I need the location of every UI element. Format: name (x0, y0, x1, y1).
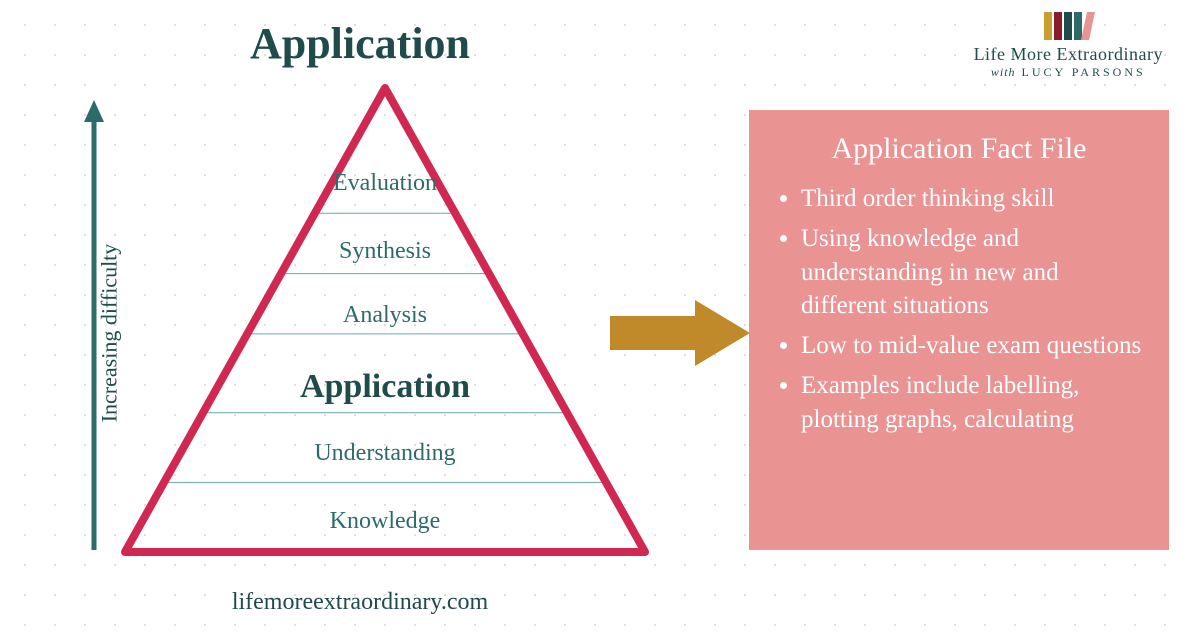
pyramid-labels: Evaluation Synthesis Analysis Application Un… (115, 80, 655, 560)
brand-block: Life More Extraordinary with LUCY PARSON… (974, 12, 1163, 80)
fact-file-panel: Application Fact File Third order thinki… (749, 110, 1169, 550)
pyramid-level-label: Application (115, 368, 655, 406)
pyramid-level-label: Evaluation (115, 170, 655, 197)
pyramid-level-label: Synthesis (115, 238, 655, 265)
brand-books-icon (974, 12, 1163, 40)
book-icon (1054, 12, 1062, 40)
fact-file-title: Application Fact File (773, 132, 1145, 166)
book-icon (1044, 12, 1052, 40)
fact-file-item: Using knowledge and understanding in new… (801, 222, 1145, 323)
pyramid-level-label: Knowledge (115, 508, 655, 535)
fact-file-item: Third order thinking skill (801, 182, 1145, 216)
pyramid-level-label: Understanding (115, 440, 655, 467)
gold-arrow-icon (610, 300, 750, 366)
book-icon (1081, 12, 1095, 40)
fact-file-item: Examples include labelling, plotting gra… (801, 369, 1145, 437)
footer-url: lifemoreextraordinary.com (0, 589, 720, 616)
page-title: Application (0, 18, 720, 69)
brand-line2: with LUCY PARSONS (974, 65, 1163, 80)
pyramid-diagram: Evaluation Synthesis Analysis Application Un… (115, 80, 655, 560)
book-icon (1064, 12, 1072, 40)
fact-file-list: Third order thinking skill Using knowledg… (773, 182, 1145, 436)
fact-file-item: Low to mid-value exam questions (801, 329, 1145, 363)
brand-author: LUCY PARSONS (1022, 65, 1146, 79)
pyramid-level-label: Analysis (115, 302, 655, 329)
brand-with: with (991, 65, 1016, 79)
brand-line1: Life More Extraordinary (974, 44, 1163, 65)
